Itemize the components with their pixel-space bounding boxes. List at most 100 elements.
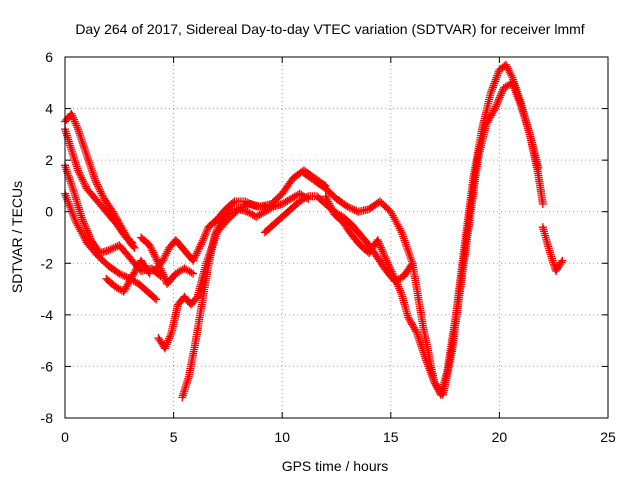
data-point <box>396 286 405 295</box>
data-point <box>423 360 432 369</box>
x-tick-label: 20 <box>492 429 508 445</box>
tick-marks <box>64 56 609 419</box>
data-point <box>73 221 82 230</box>
data-point <box>192 249 201 258</box>
data-point <box>106 245 115 254</box>
data-point <box>489 108 498 117</box>
data-point <box>76 131 85 140</box>
data-point <box>190 254 199 263</box>
data-point <box>512 88 521 97</box>
data-point <box>198 236 207 245</box>
data-point <box>69 185 78 194</box>
data-point <box>61 127 70 136</box>
data-point <box>514 94 523 103</box>
data-point <box>375 239 384 248</box>
data-point <box>493 98 502 107</box>
data-point <box>386 207 395 216</box>
data-point <box>109 243 118 252</box>
data-point <box>391 274 400 283</box>
data-point <box>81 222 90 231</box>
data-point <box>166 330 175 339</box>
data-point <box>68 111 77 120</box>
data-point <box>115 269 124 278</box>
data-point <box>547 254 556 263</box>
data-point <box>324 197 333 206</box>
data-point <box>202 227 211 236</box>
data-point <box>388 269 397 278</box>
data-point <box>386 265 395 274</box>
data-point <box>82 224 91 233</box>
data-point <box>94 182 103 191</box>
y-tick-labels: -8 -6 -4 -2 0 2 4 6 <box>41 49 54 426</box>
data-point <box>508 78 517 87</box>
data-point <box>145 269 154 278</box>
data-point <box>70 156 79 165</box>
data-point <box>374 237 383 246</box>
data-point <box>81 147 90 156</box>
data-point <box>65 139 74 148</box>
data-point <box>195 244 204 253</box>
data-point <box>388 211 397 220</box>
data-point <box>108 207 117 216</box>
data-point <box>376 241 385 250</box>
data-point <box>64 171 73 180</box>
data-point <box>95 185 104 194</box>
data-point <box>545 246 554 255</box>
data-point <box>76 227 85 236</box>
data-point <box>94 183 103 192</box>
data-point <box>72 160 81 169</box>
data-point <box>79 233 88 242</box>
data-point <box>487 111 496 120</box>
data-point <box>495 95 504 104</box>
data-point <box>78 215 87 224</box>
data-point <box>413 330 422 339</box>
data-point <box>145 241 154 250</box>
data-point <box>75 225 84 234</box>
data-point <box>409 323 418 332</box>
data-point <box>411 327 420 336</box>
data-point <box>76 171 85 180</box>
data-point <box>197 238 206 247</box>
y-tick-label: 6 <box>45 49 53 65</box>
data-point <box>350 205 359 214</box>
data-point <box>492 100 501 109</box>
data-point <box>76 133 85 142</box>
data-point <box>382 256 391 265</box>
data-point <box>148 246 157 255</box>
data-point <box>88 168 97 177</box>
data-point <box>391 276 400 285</box>
data-point <box>418 344 427 353</box>
data-point <box>69 115 78 124</box>
data-point <box>425 364 434 373</box>
data-point <box>302 193 311 202</box>
data-point <box>117 270 126 279</box>
data-point <box>83 228 92 237</box>
data-point <box>191 251 200 260</box>
data-point <box>129 270 138 279</box>
data-point <box>69 152 78 161</box>
data-point <box>124 279 133 288</box>
data-point <box>147 244 156 253</box>
data-point <box>152 255 161 264</box>
data-point <box>201 230 210 239</box>
data-point <box>160 274 169 283</box>
data-point <box>179 389 188 398</box>
data-point <box>189 269 198 278</box>
x-axis-label: GPS time / hours <box>282 458 389 474</box>
data-point <box>415 336 424 345</box>
data-point <box>224 206 233 215</box>
data-point <box>385 262 394 271</box>
data-point <box>158 256 167 265</box>
data-point <box>73 123 82 132</box>
data-point <box>65 175 74 184</box>
data-point <box>321 192 330 201</box>
data-point <box>88 166 97 175</box>
data-point <box>492 73 501 82</box>
data-point <box>80 143 89 152</box>
data-point <box>178 393 187 402</box>
data-point <box>396 288 405 297</box>
data-point <box>557 258 566 267</box>
data-point <box>416 338 425 347</box>
data-point <box>348 205 357 214</box>
data-point <box>392 218 401 227</box>
